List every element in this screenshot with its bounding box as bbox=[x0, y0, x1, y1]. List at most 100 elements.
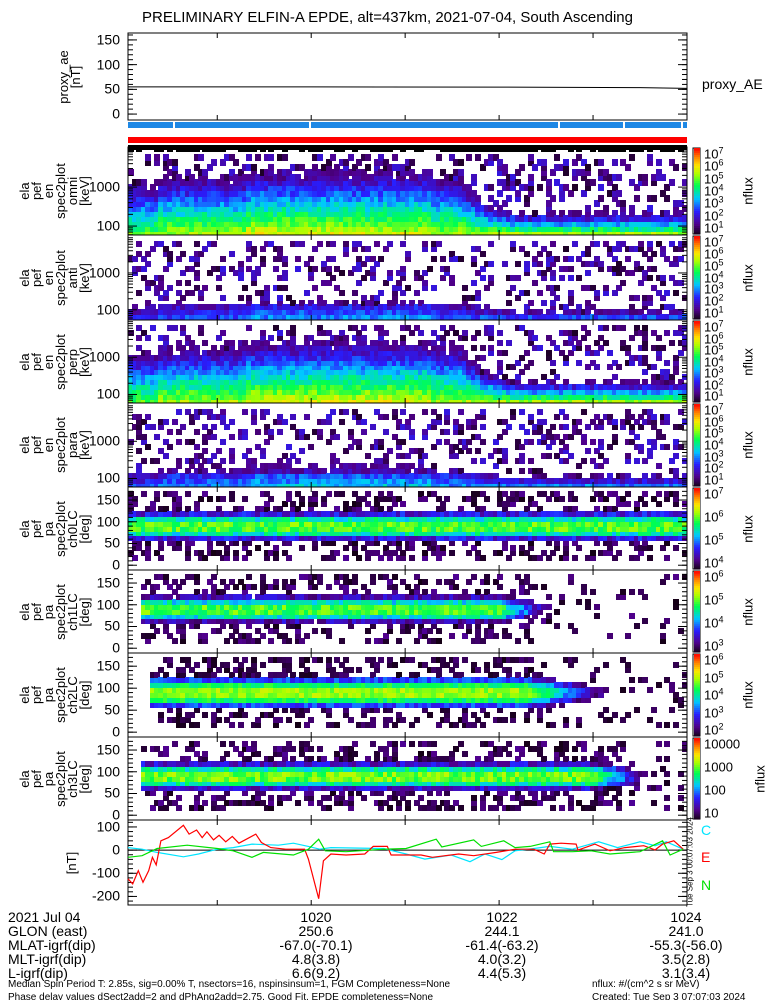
time-axis-row-value: 3.5(2.8) bbox=[661, 951, 711, 967]
colorbar-perp-swatch bbox=[694, 399, 700, 403]
colorbar-ch2LC-swatch bbox=[694, 662, 700, 665]
panel-omni-ytick-label: 100 bbox=[96, 217, 120, 234]
colorbar-para-swatch bbox=[694, 449, 700, 452]
colorbar-ch0LC-swatch bbox=[694, 536, 700, 540]
colorbar-omni-swatch bbox=[694, 156, 700, 160]
colorbar-ch1LC-swatch bbox=[694, 575, 700, 578]
colorbar-ch3LC-swatch bbox=[694, 778, 700, 782]
colorbar-perp-swatch bbox=[694, 323, 700, 326]
colorbar-ch1LC-tick: 104 bbox=[704, 614, 724, 631]
colorbar-para-swatch bbox=[694, 477, 700, 481]
colorbar-ch2LC-swatch bbox=[694, 668, 700, 671]
panel-anti-ytick-label: 100 bbox=[96, 301, 120, 318]
colorbar-omni-swatch bbox=[694, 208, 700, 211]
colorbar-para-swatch bbox=[694, 426, 700, 430]
panel-frame-anti bbox=[127, 234, 688, 321]
colorbar-perp-swatch bbox=[694, 371, 700, 375]
colorbar-perp-swatch bbox=[694, 363, 700, 367]
colorbar-para-swatch bbox=[694, 457, 700, 460]
colorbar-ch0LC-swatch bbox=[694, 548, 700, 552]
panel-ch3LC-ytick-label: 100 bbox=[96, 763, 120, 780]
colorbar-ch3LC-swatch bbox=[694, 760, 700, 763]
colorbar-omni-swatch bbox=[694, 150, 700, 153]
colorbar-anti-swatch bbox=[694, 308, 700, 312]
colorbar-para-swatch bbox=[694, 442, 700, 446]
colorbar-ch3LC-swatch bbox=[694, 804, 700, 808]
colorbar-ch0LC-swatch bbox=[694, 488, 700, 491]
colorbar-omni-swatch bbox=[694, 163, 700, 166]
colorbar-omni-tick: 103 bbox=[704, 194, 724, 211]
colorbar-omni-swatch bbox=[694, 175, 700, 179]
colorbar-anti-swatch bbox=[694, 300, 700, 303]
spectrogram-ch1LC bbox=[128, 570, 687, 653]
colorbar-omni-swatch bbox=[694, 178, 700, 181]
colorbar-ch1LC-swatch bbox=[694, 579, 700, 582]
panel-perp-ytick-label: 100 bbox=[96, 385, 120, 402]
panel-perp-ytick-label: 1000 bbox=[88, 348, 120, 365]
colorbar-ch0LC-swatch bbox=[694, 508, 700, 511]
colorbar-omni-swatch bbox=[694, 206, 700, 209]
colorbar-ch1LC-swatch bbox=[694, 637, 700, 641]
colorbar-para-swatch bbox=[694, 438, 700, 442]
colorbar-omni-swatch bbox=[694, 227, 700, 231]
colorbar-ch1LC-tick: 105 bbox=[704, 591, 724, 608]
panel-ch0LC-ytick-label: 50 bbox=[104, 534, 120, 551]
colorbar-ch1LC-swatch bbox=[694, 609, 700, 613]
proxy-ae-line bbox=[128, 86, 688, 89]
panel-ch3LC-ytick-label: 150 bbox=[96, 741, 120, 758]
colorbar-ch1LC-swatch bbox=[694, 611, 700, 615]
time-axis-row-value: 1022 bbox=[486, 909, 518, 925]
colorbar-anti-swatch bbox=[694, 242, 700, 245]
colorbar-ch1LC-swatch bbox=[694, 595, 700, 598]
colorbar-ch2LC-swatch bbox=[694, 676, 700, 680]
colorbar-anti-swatch bbox=[694, 236, 700, 239]
time-axis-row-label: MLAT-igrf(dip) bbox=[8, 937, 96, 953]
spectrogram-anti bbox=[128, 235, 687, 320]
colorbar-omni-swatch bbox=[694, 186, 700, 190]
colorbar-ch0LC-swatch bbox=[694, 560, 700, 564]
colorbar-ch1LC-swatch bbox=[694, 619, 700, 623]
colorbar-ch2LC-swatch bbox=[694, 672, 700, 676]
panel-frame-ch2LC bbox=[127, 652, 688, 738]
colorbar-anti-tick: 102 bbox=[704, 292, 724, 309]
panel-proxy_ae-ytick-label: 50 bbox=[104, 80, 120, 97]
colorbar-ch1LC-swatch bbox=[694, 623, 700, 627]
colorbar-ch0LC-swatch bbox=[694, 522, 700, 526]
colorbar-omni-swatch bbox=[694, 199, 700, 203]
colorbar-omni-swatch bbox=[694, 160, 700, 164]
colorbar-para-swatch bbox=[694, 451, 700, 454]
time-axis-row-label: MLT-igrf(dip) bbox=[8, 951, 87, 967]
colorbar-para-swatch bbox=[694, 420, 700, 424]
colorbar-ch3LC-swatch bbox=[694, 756, 700, 759]
colorbar-para-tick: 103 bbox=[704, 448, 724, 465]
colorbar-anti-swatch bbox=[694, 238, 700, 241]
colorbar-perp-swatch bbox=[694, 379, 700, 383]
panel-frame-para bbox=[127, 402, 688, 488]
colorbar-ch2LC-swatch bbox=[694, 688, 700, 692]
colorbar-ch3LC-swatch bbox=[694, 792, 700, 796]
panel-ch2LC-ytick-label: 100 bbox=[96, 679, 120, 696]
colorbar-ch3LC-swatch bbox=[694, 794, 700, 798]
colorbar-perp-label: nflux bbox=[740, 347, 756, 376]
colorbar-para-swatch bbox=[694, 408, 700, 411]
colorbar-omni-swatch bbox=[694, 184, 700, 188]
colorbar-ch0LC-swatch bbox=[694, 534, 700, 538]
colorbar-ch2LC-swatch bbox=[694, 733, 700, 737]
colorbar-ch0LC-swatch bbox=[694, 512, 700, 515]
colorbar-ch2LC-swatch bbox=[694, 670, 700, 674]
colorbar-anti-swatch bbox=[694, 271, 700, 274]
colorbar-perp-swatch bbox=[694, 337, 700, 340]
colorbar-ch2LC-swatch bbox=[694, 666, 700, 669]
colorbar-perp-swatch bbox=[694, 351, 700, 354]
colorbar-ch0LC-swatch bbox=[694, 544, 700, 548]
colorbar-perp-swatch bbox=[694, 345, 700, 348]
time-axis-row-value: 1024 bbox=[670, 909, 702, 925]
colorbar-anti-swatch bbox=[694, 298, 700, 301]
colorbar-ch2LC-swatch bbox=[694, 731, 700, 735]
colorbar-ch2LC-swatch bbox=[694, 684, 700, 688]
spectrogram-ch2LC bbox=[128, 653, 687, 737]
colorbar-para-tick: 104 bbox=[704, 436, 724, 453]
panel-frame-ch3LC bbox=[127, 736, 688, 821]
colorbar-ch1LC-swatch bbox=[694, 591, 700, 594]
colorbar-ch1LC-swatch bbox=[694, 633, 700, 637]
